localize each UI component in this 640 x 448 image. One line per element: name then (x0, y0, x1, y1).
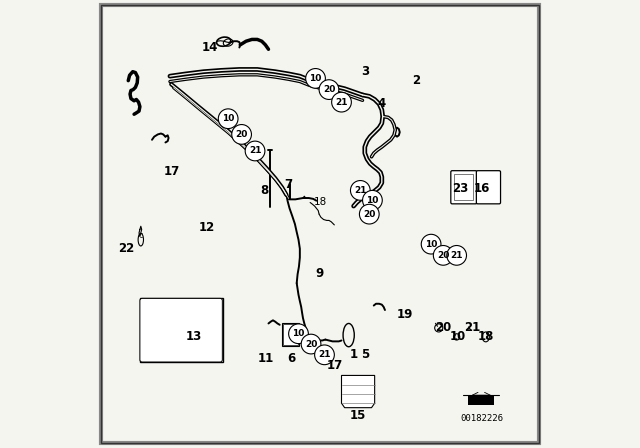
FancyBboxPatch shape (476, 171, 500, 204)
Circle shape (421, 234, 441, 254)
Circle shape (306, 69, 325, 88)
Text: 10: 10 (366, 196, 379, 205)
Circle shape (289, 324, 308, 344)
Circle shape (351, 181, 370, 200)
Text: 4: 4 (378, 97, 386, 111)
Text: 3: 3 (361, 65, 369, 78)
Text: 8: 8 (260, 184, 268, 197)
Text: 19: 19 (397, 308, 413, 321)
Bar (454, 174, 473, 200)
Text: 10: 10 (425, 240, 437, 249)
Text: 10: 10 (309, 74, 322, 83)
Text: 11: 11 (257, 352, 273, 365)
Text: 16: 16 (474, 181, 490, 195)
Text: 13: 13 (186, 330, 202, 344)
Text: 21: 21 (464, 320, 481, 334)
Text: 20: 20 (323, 85, 335, 94)
Text: 15: 15 (350, 409, 366, 422)
Circle shape (447, 246, 467, 265)
Text: 21: 21 (335, 98, 348, 107)
Circle shape (245, 141, 265, 161)
Text: 7: 7 (285, 178, 292, 191)
Circle shape (232, 125, 252, 144)
Circle shape (218, 109, 238, 129)
Text: 18: 18 (314, 198, 326, 207)
Text: 20: 20 (305, 340, 317, 349)
Text: 20: 20 (435, 320, 451, 334)
Circle shape (433, 246, 453, 265)
Text: 12: 12 (199, 221, 215, 234)
Text: 10: 10 (222, 114, 234, 123)
Text: 23: 23 (452, 181, 468, 195)
Text: 1: 1 (350, 348, 358, 362)
Text: 21: 21 (249, 146, 261, 155)
Text: 00182226: 00182226 (461, 414, 504, 423)
Circle shape (362, 190, 382, 210)
Bar (468, 396, 494, 405)
Text: 18: 18 (477, 330, 494, 344)
Text: 2: 2 (412, 74, 420, 87)
Text: 10: 10 (450, 330, 466, 344)
Circle shape (301, 334, 321, 354)
Text: 21: 21 (354, 186, 367, 195)
Text: 6: 6 (287, 352, 295, 365)
Text: 20: 20 (236, 130, 248, 139)
FancyBboxPatch shape (140, 298, 222, 362)
Circle shape (360, 204, 379, 224)
Text: 5: 5 (361, 348, 369, 362)
Text: 10: 10 (292, 329, 305, 338)
Text: 17: 17 (164, 164, 180, 178)
Bar (140, 298, 223, 362)
Text: 21: 21 (451, 251, 463, 260)
Text: 21: 21 (318, 350, 331, 359)
Text: 9: 9 (315, 267, 323, 280)
Text: 20: 20 (437, 251, 449, 260)
Circle shape (319, 80, 339, 99)
Polygon shape (342, 375, 374, 408)
Circle shape (315, 345, 334, 365)
Text: 17: 17 (326, 358, 343, 372)
Bar (284, 324, 298, 345)
Text: 14: 14 (202, 40, 218, 54)
Text: 20: 20 (363, 210, 376, 219)
Circle shape (332, 92, 351, 112)
Bar (282, 323, 299, 346)
Text: 22: 22 (118, 242, 134, 255)
FancyBboxPatch shape (451, 171, 477, 204)
